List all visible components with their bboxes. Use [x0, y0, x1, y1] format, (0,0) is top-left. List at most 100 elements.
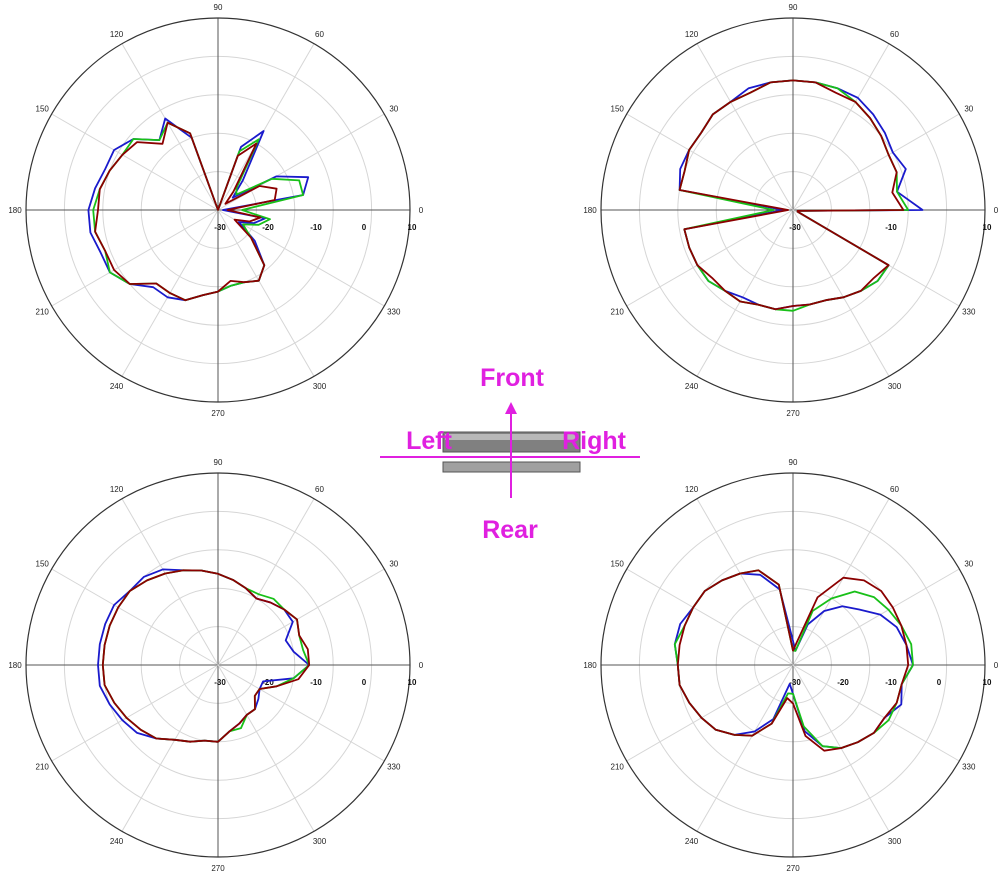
grid-spoke [696, 664, 794, 832]
angle-tick-label: 300 [313, 837, 327, 846]
pattern-series-3 [94, 121, 278, 302]
radial-tick-label: -20 [262, 678, 274, 687]
grid-spoke [626, 113, 794, 211]
angle-tick-label: 30 [964, 560, 973, 569]
angle-tick-label: 240 [685, 382, 699, 391]
angle-tick-label: 330 [387, 763, 401, 772]
grid-spoke [696, 43, 794, 211]
angle-tick-label: 330 [962, 308, 976, 317]
angle-tick-label: 300 [313, 382, 327, 391]
angle-tick-label: 330 [387, 308, 401, 317]
angle-tick-label: 60 [315, 30, 324, 39]
angle-tick-label: 240 [685, 837, 699, 846]
angle-tick-label: 270 [786, 409, 800, 418]
angle-tick-label: 120 [685, 485, 699, 494]
angle-tick-label: 210 [36, 763, 50, 772]
grid-spoke [792, 43, 890, 211]
angle-tick-label: 180 [583, 661, 597, 670]
angle-tick-label: 120 [110, 485, 124, 494]
radial-tick-label: 0 [362, 678, 367, 687]
angle-tick-label: 150 [611, 105, 625, 114]
radial-tick-label: 0 [362, 223, 367, 232]
grid-spoke [217, 664, 385, 762]
angle-tick-label: 0 [994, 661, 999, 670]
pattern-series-2 [92, 121, 304, 302]
radial-tick-label: -10 [885, 678, 897, 687]
angle-tick-label: 270 [211, 409, 225, 418]
angle-tick-label: 180 [583, 206, 597, 215]
radial-tick-label: -30 [789, 678, 801, 687]
angle-tick-label: 30 [389, 560, 398, 569]
grid-spoke [121, 664, 219, 832]
grid-spoke [51, 209, 219, 307]
front-arrowhead [505, 402, 517, 414]
radial-tick-label: -30 [789, 223, 801, 232]
angle-tick-label: 60 [890, 30, 899, 39]
outer-ring [600, 472, 986, 858]
polar-plot-1: 0 30 60 90 120 150 180 210 240 270 300 330 -30 -20 -10… [8, 3, 423, 418]
grid-spoke [792, 113, 960, 211]
angle-tick-label: 330 [962, 763, 976, 772]
grid-spoke [217, 568, 385, 666]
right-label: Right [562, 427, 627, 455]
angle-tick-label: 90 [789, 458, 798, 467]
angle-tick-label: 0 [419, 206, 424, 215]
pattern-series-2 [101, 569, 311, 743]
radial-tick-label: -30 [214, 223, 226, 232]
pattern-series-2 [673, 569, 914, 749]
orientation-diagram: Front Rear Left Right [380, 364, 640, 544]
angle-tick-label: 30 [389, 105, 398, 114]
angle-tick-label: 0 [419, 661, 424, 670]
grid-spoke [626, 209, 794, 307]
angle-tick-label: 150 [36, 105, 50, 114]
front-label: Front [480, 364, 545, 392]
radial-tick-label: -30 [214, 678, 226, 687]
pattern-series-1 [678, 79, 924, 311]
angle-tick-label: 120 [685, 30, 699, 39]
angle-tick-label: 270 [211, 864, 225, 873]
angle-tick-label: 300 [888, 837, 902, 846]
angle-tick-label: 150 [611, 560, 625, 569]
angle-tick-label: 60 [890, 485, 899, 494]
angle-tick-label: 210 [36, 308, 50, 317]
grid-spoke [217, 209, 385, 307]
polar-plot-2: 0 30 60 90 120 150 180 210 240 270 300 330 -30 -10 10 [583, 3, 998, 418]
angle-tick-label: 300 [888, 382, 902, 391]
angle-tick-label: 270 [786, 864, 800, 873]
polar-plot-3: 0 30 60 90 120 150 180 210 240 270 300 330 -30 -20 -10… [8, 458, 423, 873]
angle-tick-label: 0 [994, 206, 999, 215]
grid-spoke [792, 568, 960, 666]
pattern-series-3 [676, 569, 910, 752]
grid-spoke [217, 43, 315, 211]
angle-tick-label: 120 [110, 30, 124, 39]
angle-tick-label: 180 [8, 661, 22, 670]
outer-ring [25, 17, 411, 403]
grid-spoke [51, 664, 219, 762]
polar-plot-4: 0 30 60 90 120 150 180 210 240 270 300 330 -30 -20 -10… [583, 458, 998, 873]
angle-tick-label: 240 [110, 837, 124, 846]
left-label: Left [406, 427, 453, 455]
angle-tick-label: 30 [964, 105, 973, 114]
grid-spoke [696, 498, 794, 666]
angle-tick-label: 180 [8, 206, 22, 215]
radial-tick-label: 10 [408, 678, 417, 687]
outer-ring [600, 17, 986, 403]
rear-label: Rear [482, 516, 538, 544]
grid-spoke [121, 43, 219, 211]
angle-tick-label: 90 [789, 3, 798, 12]
radial-tick-label: -10 [885, 223, 897, 232]
radial-tick-label: 10 [983, 678, 992, 687]
grid-spoke [217, 664, 315, 832]
pattern-series-3 [101, 569, 311, 743]
radial-tick-label: -10 [310, 223, 322, 232]
grid-spoke [626, 664, 794, 762]
angle-tick-label: 90 [214, 3, 223, 12]
grid-spoke [217, 498, 315, 666]
grid-spoke [696, 209, 794, 377]
grid-spoke [217, 209, 315, 377]
angle-tick-label: 210 [611, 308, 625, 317]
grid-spoke [792, 209, 890, 377]
angle-tick-label: 240 [110, 382, 124, 391]
radial-tick-label: -20 [837, 678, 849, 687]
